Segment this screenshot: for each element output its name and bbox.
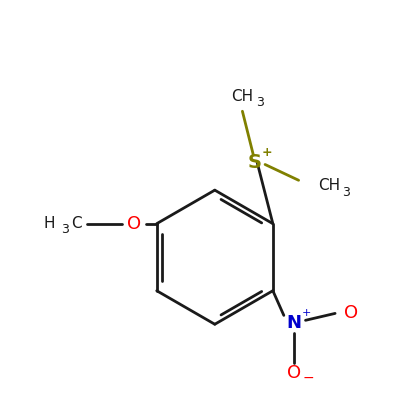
Text: 3: 3 [342,186,350,199]
Text: 3: 3 [61,223,69,236]
Text: H: H [44,216,55,231]
Text: +: + [302,308,311,318]
Text: CH: CH [231,89,254,104]
Text: 3: 3 [256,96,264,109]
Text: O: O [287,364,301,382]
Text: +: + [262,146,272,159]
Text: C: C [72,216,82,231]
Text: S: S [247,153,261,172]
Text: CH: CH [318,178,340,193]
Text: −: − [303,370,314,384]
Text: N: N [286,314,301,332]
Text: O: O [344,304,358,322]
Text: O: O [127,215,141,233]
